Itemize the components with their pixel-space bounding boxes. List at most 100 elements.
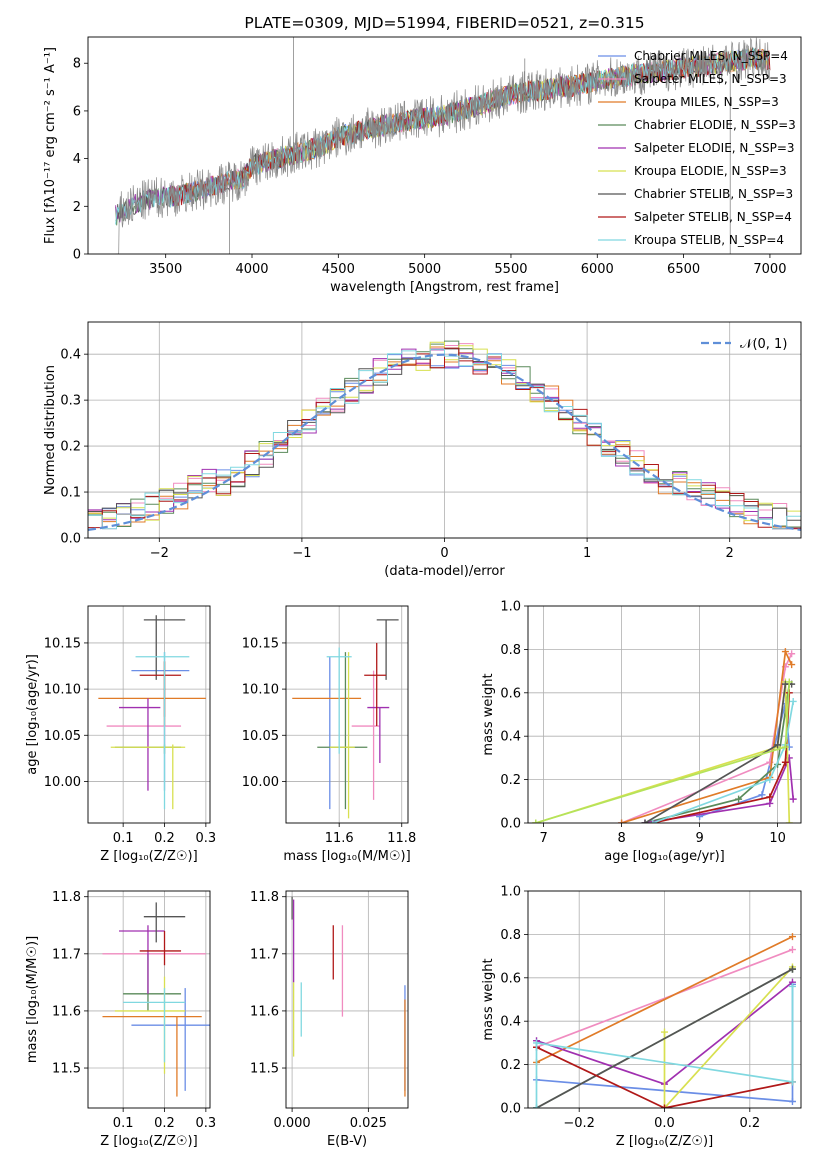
tick-label-y: 11.6: [250, 1004, 279, 1019]
tick-label-y: 0.1: [60, 486, 81, 501]
tick-label-x: −2: [150, 546, 169, 561]
tick-label-x: 0.3: [196, 1116, 217, 1131]
legend-label: Kroupa STELIB, N_SSP=4: [634, 233, 784, 247]
grid: [286, 891, 408, 1108]
axes-frame: [527, 605, 802, 824]
tick-label-y: 11.6: [52, 1004, 81, 1019]
weight-marker-chabrier_stelib: [781, 680, 789, 688]
tick-label-x: 0.1: [113, 1116, 134, 1131]
tick-label-x: 0.2: [154, 831, 175, 846]
weight-marker-kroupa_elodie: [661, 1028, 668, 1036]
weight-marker-bestfit_line: [532, 819, 540, 823]
weight-marker-bestfit_line: [785, 678, 793, 686]
panel-mass_vs_ebv: 0.000 0.025 11.5 11.6 11.7 11.8 E(B-V): [250, 890, 409, 1149]
weight-marker-kroupa_miles: [618, 819, 626, 823]
weight-marker-salpeter_stelib: [766, 793, 774, 801]
tick-label-y: 11.8: [250, 890, 279, 905]
tick-label-x: 11.6: [325, 831, 354, 846]
panel-age_vs_Z: 0.1 0.2 0.3 10.00 10.05 10.10 10.15 Z [log₁₀(Z/…: [25, 605, 217, 864]
residual-hist-kroupa_stelib: [88, 348, 801, 530]
tick-label-y: 11.5: [52, 1062, 81, 1077]
weight-marker-chabrier_elodie: [735, 795, 743, 803]
panel-age_vs_mass: 11.6 11.8 10.00 10.05 10.10 10.15 mass [log₁₀(…: [242, 605, 416, 864]
weight-marker-kroupa_miles: [788, 933, 796, 941]
tick-label-y: 11.5: [250, 1062, 279, 1077]
spectrum-data: [115, 37, 771, 254]
plot-area: [98, 615, 206, 810]
y-axis-label: mass weight: [481, 673, 496, 755]
tick-label-y: 10.00: [242, 775, 279, 790]
weight-marker-kroupa_stelib: [788, 982, 796, 990]
tick-label-y: 11.7: [250, 947, 279, 962]
tick-label-y: 10.00: [44, 775, 81, 790]
tick-label-y: 1.0: [500, 600, 521, 615]
weight-marker-chabrier_stelib: [641, 819, 649, 823]
tick-label-x: 10: [769, 831, 786, 846]
weight-marker-salpeter_elodie: [789, 795, 797, 803]
tick-label-x: 4000: [235, 262, 268, 277]
plot-area: [532, 648, 797, 823]
tick-label-x: 0.2: [154, 1116, 175, 1131]
axes-frame: [87, 321, 802, 539]
tick-label-y: 0.2: [60, 440, 81, 455]
plot-area: [88, 340, 801, 531]
normal-curve: [88, 353, 801, 531]
weight-line-salpeter_miles: [536, 948, 793, 1048]
plot-area: [292, 619, 399, 819]
weight-line-salpeter_elodie: [644, 757, 795, 823]
weight-marker-chabrier_miles: [788, 1097, 796, 1105]
y-axis-label: mass weight: [481, 958, 496, 1040]
tick-label-y: 0.3: [60, 394, 81, 409]
tick-label-y: 11.7: [52, 947, 81, 962]
tick-label-x: 6500: [667, 262, 700, 277]
spectrum-model-kroupa_stelib: [115, 47, 770, 225]
tick-label-x: 11.8: [387, 831, 416, 846]
tick-label-y: 10.10: [44, 683, 81, 698]
tick-label-x: 0.2: [739, 1116, 760, 1131]
tick-label-x: 8: [617, 831, 625, 846]
tick-label-x: 9: [695, 831, 703, 846]
panel-spectrum: 3500 4000 4500 5000 5500 6000 6500 7000 0 2 4 6 8 wav…: [43, 14, 802, 295]
tick-label-x: 2: [726, 546, 734, 561]
plot-area: [102, 902, 210, 1097]
tick-label-x: 7: [539, 831, 547, 846]
weight-line-chabrier_stelib: [536, 968, 793, 1108]
tick-label-y: 0.2: [500, 773, 521, 788]
tick-label-y: 0.8: [500, 643, 521, 658]
tick-label-y: 10.10: [242, 683, 279, 698]
weight-marker-salpeter_miles: [788, 946, 796, 954]
tick-label-y: 0.0: [500, 1102, 521, 1117]
weight-marker-bestfit_line: [781, 743, 789, 751]
tick-label-y: 4: [73, 152, 81, 167]
tick-label-y: 8: [73, 57, 81, 72]
tick-label-y: 0.2: [500, 1058, 521, 1073]
y-axis-label: age [log₁₀(age/yr)]: [25, 654, 40, 775]
tick-label-y: 11.8: [52, 890, 81, 905]
weight-line-kroupa_stelib: [652, 701, 795, 823]
legend-label: Salpeter STELIB, N_SSP=4: [634, 210, 792, 224]
weight-marker-salpeter_stelib: [781, 758, 789, 766]
tick-label-x: 4500: [322, 262, 355, 277]
tick-label-y: 6: [73, 104, 81, 119]
panel-mass_vs_Z: 0.1 0.2 0.3 11.5 11.6 11.7 11.8 Z [log₁₀(Z/Z☉)]…: [25, 890, 216, 1149]
grid: [528, 605, 801, 824]
residual-hist-salpeter_stelib: [88, 347, 801, 530]
legend-label: Kroupa ELODIE, N_SSP=3: [634, 164, 787, 178]
weight-line-chabrier_elodie: [644, 683, 791, 823]
x-axis-label: Z [log₁₀(Z/Z☉)]: [100, 849, 197, 864]
tick-label-x: 0.0: [654, 1116, 675, 1131]
weight-marker-kroupa_stelib: [788, 1078, 796, 1086]
tick-label-y: 0: [73, 248, 81, 263]
tick-label-x: 0: [440, 546, 448, 561]
axes-frame: [87, 890, 211, 1109]
tick-label-x: −0.2: [563, 1116, 595, 1131]
legend-label: Chabrier STELIB, N_SSP=3: [634, 187, 793, 201]
grid: [286, 606, 408, 823]
weight-line-kroupa_elodie: [663, 966, 794, 1108]
tick-label-y: 10.15: [242, 636, 279, 651]
tick-label-y: 2: [73, 200, 81, 215]
tick-label-y: 0.0: [500, 817, 521, 832]
tick-label-y: 0.4: [500, 1015, 521, 1030]
tick-label-x: 0.3: [196, 831, 217, 846]
x-axis-label: E(B-V): [327, 1134, 367, 1149]
